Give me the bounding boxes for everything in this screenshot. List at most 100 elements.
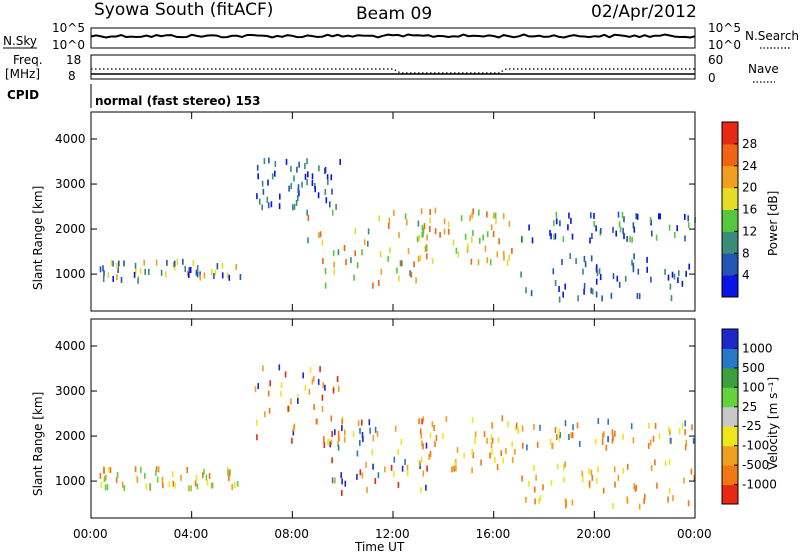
data-point — [356, 473, 358, 480]
data-point — [261, 180, 264, 187]
data-point — [491, 437, 494, 444]
y-tick-label: 4000 — [55, 339, 86, 353]
data-point — [581, 470, 584, 477]
data-point — [327, 439, 329, 446]
data-point — [425, 245, 428, 252]
data-point — [673, 273, 676, 280]
colorbar-segment — [722, 445, 738, 466]
data-point — [681, 280, 684, 287]
data-point — [118, 260, 120, 267]
data-point — [213, 273, 215, 280]
x-tick-label: 00:00 — [677, 527, 712, 541]
data-point — [312, 375, 315, 382]
colorbar-segment — [722, 484, 738, 505]
data-point — [256, 164, 259, 171]
data-point — [669, 429, 671, 436]
data-point — [502, 213, 505, 220]
noise-panel: N.Sky 10^5 10^0 10^5 10^0 N.Search — [3, 21, 799, 52]
data-point — [388, 223, 390, 229]
noise-tick-left-bottom: 10^0 — [52, 38, 85, 52]
data-point — [337, 249, 340, 256]
data-point — [421, 440, 423, 447]
velocity-data-points — [99, 364, 696, 510]
velocity-colorbar: 1000 500 100 25 -25 -100 -500 -1000 — [721, 328, 777, 505]
data-point — [296, 166, 298, 173]
data-point — [192, 260, 195, 266]
data-point — [406, 464, 409, 471]
data-point — [256, 434, 258, 441]
data-point — [393, 210, 395, 216]
data-point — [401, 260, 403, 267]
data-point — [489, 452, 491, 459]
data-point — [311, 180, 314, 186]
data-point — [315, 418, 318, 425]
data-point — [633, 483, 635, 490]
data-point — [618, 281, 621, 288]
data-point — [551, 443, 553, 450]
data-point — [297, 397, 299, 404]
data-point — [646, 256, 648, 263]
data-point — [614, 430, 616, 437]
data-point — [472, 230, 474, 237]
data-point — [103, 475, 106, 482]
data-point — [293, 203, 296, 210]
data-point — [647, 442, 650, 449]
data-point — [112, 275, 114, 282]
freq-tick-bottom: 8 — [68, 69, 76, 83]
noise-tick-right-top: 10^5 — [708, 21, 741, 35]
data-point — [297, 393, 299, 400]
data-point — [670, 437, 672, 444]
data-point — [572, 424, 574, 431]
data-point — [123, 260, 125, 267]
data-point — [455, 247, 458, 254]
velocity-axis-ticks: 1000 2000 3000 4000 — [55, 339, 695, 488]
data-point — [359, 427, 361, 434]
data-point — [491, 422, 493, 429]
data-point — [495, 218, 497, 225]
data-point — [290, 183, 292, 190]
data-point — [341, 489, 343, 496]
data-point — [442, 432, 444, 439]
data-point — [470, 258, 473, 265]
data-point — [398, 275, 400, 282]
data-point — [618, 221, 621, 228]
data-point — [498, 238, 500, 245]
data-point — [106, 484, 109, 491]
data-point — [267, 390, 270, 397]
data-point — [570, 217, 572, 224]
colorbar-segment — [722, 387, 738, 408]
data-point — [429, 432, 432, 439]
data-point — [531, 237, 534, 244]
data-point — [453, 465, 455, 472]
data-point — [307, 237, 309, 244]
power-panel: 1000 2000 3000 4000 Slant Range [km] 4 8 12 16… — [31, 111, 780, 312]
data-point — [293, 175, 295, 182]
data-point — [611, 429, 614, 436]
data-point — [307, 171, 309, 178]
data-point — [199, 271, 201, 278]
data-point — [422, 416, 425, 423]
data-point — [284, 371, 287, 378]
data-point — [421, 418, 423, 425]
data-point — [307, 214, 310, 221]
data-point — [401, 465, 404, 472]
data-point — [496, 464, 499, 471]
colorbar-tick-label: 4 — [742, 268, 750, 282]
data-point — [533, 424, 535, 430]
data-point — [199, 274, 202, 281]
data-point — [617, 474, 620, 481]
data-point — [329, 441, 331, 448]
data-point — [168, 481, 171, 488]
data-point — [638, 503, 641, 510]
data-point — [572, 432, 574, 439]
data-point — [205, 474, 208, 481]
data-point — [324, 268, 327, 275]
data-point — [631, 259, 633, 266]
data-point — [591, 474, 594, 481]
data-point — [553, 220, 555, 227]
data-point — [319, 231, 322, 238]
data-point — [571, 499, 574, 506]
data-point — [595, 278, 598, 285]
data-point — [514, 448, 516, 455]
data-point — [308, 388, 311, 395]
